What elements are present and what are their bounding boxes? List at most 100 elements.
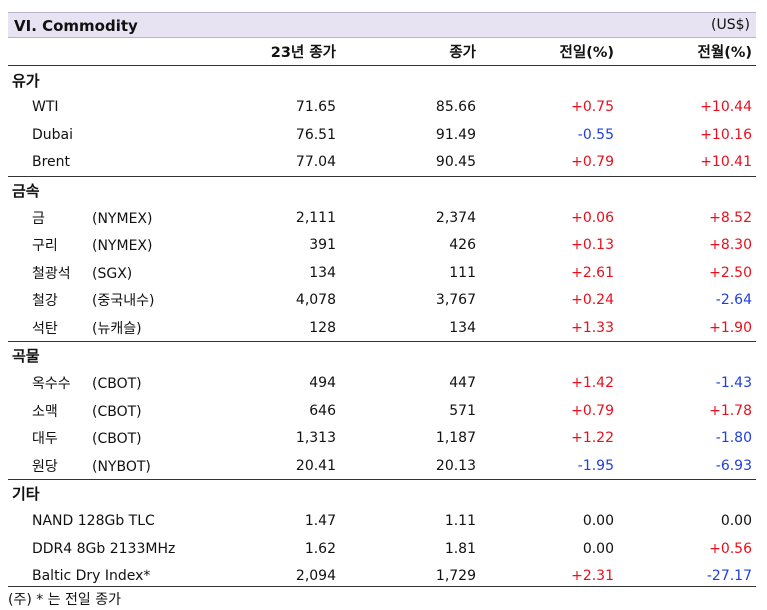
dod-change-cell: +0.79 bbox=[571, 402, 614, 419]
dod-change-cell: +0.79 bbox=[571, 154, 614, 171]
mom-change-cell: -1.80 bbox=[715, 430, 752, 447]
table-row: NAND 128Gb TLC 1.47 1.11 0.00 0.00 bbox=[8, 508, 756, 535]
commodity-name-cell: WTI bbox=[8, 94, 258, 121]
prev-year-close-cell: 20.41 bbox=[295, 457, 336, 474]
close-cell: 571 bbox=[449, 402, 476, 419]
commodity-name: 석탄 bbox=[32, 320, 58, 337]
dod-change-cell: +0.06 bbox=[571, 210, 614, 227]
dod-change-cell: +2.61 bbox=[571, 264, 614, 281]
table-row: Baltic Dry Index* 2,094 1,729 +2.31 -27.17 bbox=[8, 562, 756, 589]
commodity-exchange: (뉴캐슬) bbox=[92, 320, 142, 337]
dod-change-cell: 0.00 bbox=[582, 513, 614, 530]
dod-change-cell: +0.13 bbox=[571, 237, 614, 254]
section-title: VI. Commodity bbox=[14, 17, 138, 35]
mom-change-cell: +10.44 bbox=[700, 99, 752, 116]
close-cell: 1.81 bbox=[444, 540, 476, 557]
category-row: 기타 bbox=[8, 479, 756, 508]
close-cell: 2,374 bbox=[435, 210, 476, 227]
header-prev-year-close: 23년 종가 bbox=[270, 45, 336, 62]
table-body: 유가 WTI 71.65 85.66 +0.75 +10.44 Dubai 76.51 91.4… bbox=[8, 66, 756, 590]
commodity-table: 23년 종가 종가 전일(%) 전월(%) 유가 WTI 71.65 85.66 +0.… bbox=[8, 38, 756, 590]
close-cell: 1.11 bbox=[444, 513, 476, 530]
category-label: 곡물 bbox=[12, 347, 40, 366]
prev-year-close-cell: 1,313 bbox=[295, 430, 336, 447]
commodity-name: 원당 bbox=[32, 458, 58, 475]
commodity-name: 소맥 bbox=[32, 403, 58, 420]
commodity-name-cell: DDR4 8Gb 2133MHz bbox=[8, 535, 258, 562]
commodity-name-cell: 원당 (NYBOT) bbox=[8, 452, 258, 480]
commodity-name-cell: Baltic Dry Index* bbox=[8, 562, 258, 589]
commodity-exchange: (CBOT) bbox=[92, 376, 142, 393]
mom-change-cell: +1.78 bbox=[709, 402, 752, 419]
header-name bbox=[8, 38, 258, 66]
close-cell: 3,767 bbox=[435, 292, 476, 309]
mom-change-cell: +10.16 bbox=[700, 126, 752, 143]
table-row: 원당 (NYBOT) 20.41 20.13 -1.95 -6.93 bbox=[8, 452, 756, 480]
category-label: 금속 bbox=[12, 182, 40, 201]
close-cell: 134 bbox=[449, 319, 476, 336]
footnote: (주) * 는 전일 종가 bbox=[8, 592, 122, 608]
mom-change-cell: +0.56 bbox=[709, 540, 752, 557]
dod-change-cell: +0.24 bbox=[571, 292, 614, 309]
commodity-name: 구리 bbox=[32, 238, 58, 255]
commodity-name: 금 bbox=[32, 211, 45, 228]
commodity-name-cell: 소맥 (CBOT) bbox=[8, 397, 258, 424]
close-cell: 426 bbox=[449, 237, 476, 254]
commodity-name-cell: NAND 128Gb TLC bbox=[8, 508, 258, 535]
close-cell: 1,187 bbox=[435, 430, 476, 447]
commodity-name-cell: 대두 (CBOT) bbox=[8, 424, 258, 451]
prev-year-close-cell: 2,111 bbox=[295, 210, 336, 227]
prev-year-close-cell: 391 bbox=[309, 237, 336, 254]
prev-year-close-cell: 1.47 bbox=[304, 513, 336, 530]
table-row: 금 (NYMEX) 2,111 2,374 +0.06 +8.52 bbox=[8, 204, 756, 231]
commodity-name: 철광석 bbox=[32, 265, 71, 282]
table-row: 석탄 (뉴캐슬) 128 134 +1.33 +1.90 bbox=[8, 314, 756, 342]
table-row: Brent 77.04 90.45 +0.79 +10.41 bbox=[8, 149, 756, 177]
prev-year-close-cell: 646 bbox=[309, 402, 336, 419]
prev-year-close-cell: 71.65 bbox=[295, 99, 336, 116]
mom-change-cell: +8.30 bbox=[709, 237, 752, 254]
category-row: 금속 bbox=[8, 176, 756, 204]
close-cell: 111 bbox=[449, 264, 476, 281]
commodity-name-cell: 철강 (중국내수) bbox=[8, 287, 258, 314]
bottom-divider bbox=[8, 586, 756, 587]
prev-year-close-cell: 1.62 bbox=[304, 540, 336, 557]
prev-year-close-cell: 128 bbox=[309, 319, 336, 336]
dod-change-cell: +1.42 bbox=[571, 375, 614, 392]
mom-change-cell: +2.50 bbox=[709, 264, 752, 281]
commodity-name-cell: Dubai bbox=[8, 121, 258, 148]
dod-change-cell: -1.95 bbox=[577, 457, 614, 474]
category-row: 곡물 bbox=[8, 341, 756, 370]
commodity-exchange: (NYMEX) bbox=[92, 238, 153, 255]
table-row: 철광석 (SGX) 134 111 +2.61 +2.50 bbox=[8, 259, 756, 286]
commodity-name-cell: 금 (NYMEX) bbox=[8, 204, 258, 231]
commodity-name: Baltic Dry Index* bbox=[32, 568, 151, 585]
close-cell: 1,729 bbox=[435, 568, 476, 585]
currency-unit: (US$) bbox=[711, 17, 750, 33]
title-bar: VI. Commodity (US$) bbox=[8, 12, 756, 38]
commodity-exchange: (CBOT) bbox=[92, 403, 142, 420]
table-header-row: 23년 종가 종가 전일(%) 전월(%) bbox=[8, 38, 756, 66]
commodity-exchange: (NYBOT) bbox=[92, 458, 151, 475]
close-cell: 20.13 bbox=[435, 457, 476, 474]
commodity-name: NAND 128Gb TLC bbox=[32, 513, 155, 530]
commodity-exchange: (중국내수) bbox=[92, 293, 155, 310]
category-row: 유가 bbox=[8, 66, 756, 94]
commodity-name-cell: Brent bbox=[8, 149, 258, 177]
mom-change-cell: -2.64 bbox=[715, 292, 752, 309]
commodity-exchange: (SGX) bbox=[92, 265, 133, 282]
mom-change-cell: +10.41 bbox=[700, 154, 752, 171]
mom-change-cell: 0.00 bbox=[720, 513, 752, 530]
table-row: 소맥 (CBOT) 646 571 +0.79 +1.78 bbox=[8, 397, 756, 424]
mom-change-cell: +8.52 bbox=[709, 210, 752, 227]
category-label: 유가 bbox=[12, 71, 40, 90]
dod-change-cell: 0.00 bbox=[582, 540, 614, 557]
table-row: DDR4 8Gb 2133MHz 1.62 1.81 0.00 +0.56 bbox=[8, 535, 756, 562]
prev-year-close-cell: 4,078 bbox=[295, 292, 336, 309]
close-cell: 90.45 bbox=[435, 154, 476, 171]
mom-change-cell: +1.90 bbox=[709, 319, 752, 336]
commodity-name-cell: 옥수수 (CBOT) bbox=[8, 370, 258, 397]
prev-year-close-cell: 494 bbox=[309, 375, 336, 392]
table-row: 옥수수 (CBOT) 494 447 +1.42 -1.43 bbox=[8, 370, 756, 397]
header-dod: 전일(%) bbox=[559, 45, 614, 62]
